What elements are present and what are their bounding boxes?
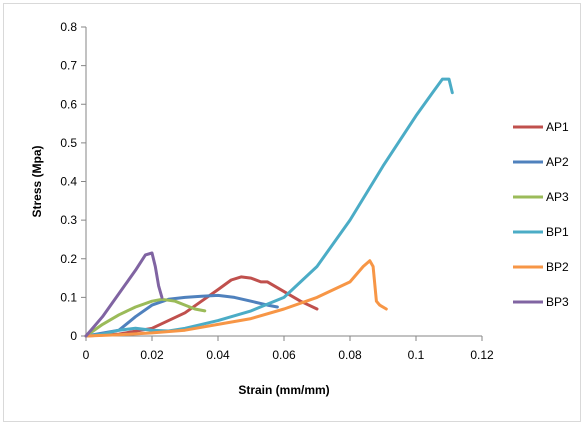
series-line-bp1: [84, 77, 454, 338]
y-tick-label: 0.6: [60, 97, 77, 111]
y-tick-label: 0.1: [60, 290, 77, 304]
legend-label-ap1: AP1: [546, 120, 569, 134]
y-tick-label: 0.2: [60, 252, 77, 266]
legend: AP1 AP2 AP3 BP1 BP2 BP3: [513, 120, 569, 309]
y-tick-label: 0.4: [60, 175, 77, 189]
y-tick-label: 0: [70, 329, 77, 343]
y-tick-label: 0.7: [60, 59, 77, 73]
x-tick-label: 0.08: [338, 348, 362, 362]
x-axis-ticks: 0 0.02 0.04 0.06 0.08 0.1 0.12: [83, 336, 494, 362]
chart-frame: [3, 3, 581, 422]
series-line-ap1: [84, 275, 319, 338]
y-tick-label: 0.3: [60, 213, 77, 227]
x-tick-label: 0.04: [206, 348, 230, 362]
x-tick-label: 0.06: [272, 348, 296, 362]
y-tick-label: 0.5: [60, 136, 77, 150]
series-line-ap2: [84, 293, 279, 338]
y-axis-ticks: 0 0.1 0.2 0.3 0.4 0.5 0.6 0.7 0.8: [60, 20, 86, 343]
legend-label-bp2: BP2: [546, 260, 569, 274]
legend-label-bp1: BP1: [546, 225, 569, 239]
x-tick-label: 0: [83, 348, 90, 362]
x-axis-title: Strain (mm/mm): [238, 383, 329, 397]
x-tick-label: 0.02: [140, 348, 164, 362]
legend-label-bp3: BP3: [546, 295, 569, 309]
series-line-ap3: [84, 297, 207, 338]
y-axis-title: Stress (Mpa): [30, 145, 44, 217]
x-tick-label: 0.1: [408, 348, 425, 362]
x-tick-label: 0.12: [470, 348, 494, 362]
series-layer: [84, 77, 454, 338]
series-line-bp3: [84, 251, 164, 338]
legend-label-ap2: AP2: [546, 155, 569, 169]
series-line-bp2: [84, 259, 388, 338]
legend-label-ap3: AP3: [546, 190, 569, 204]
y-tick-label: 0.8: [60, 20, 77, 34]
